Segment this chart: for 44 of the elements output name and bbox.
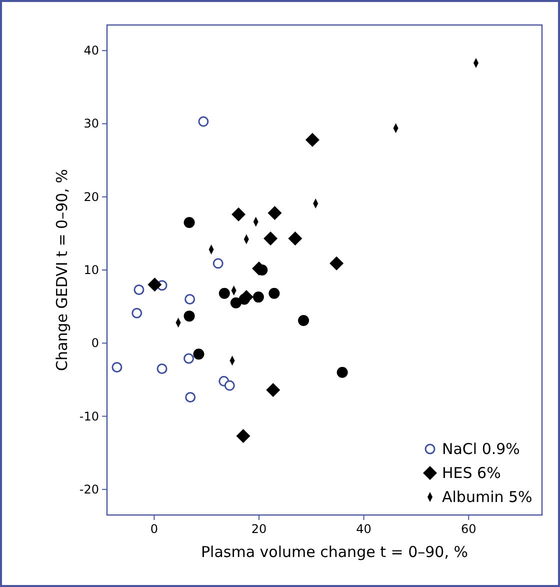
point [268, 288, 280, 299]
y-tick-label: 0 [91, 336, 99, 350]
point [193, 348, 204, 360]
y-tick-label: -20 [79, 482, 99, 496]
point [212, 258, 224, 269]
point [134, 284, 144, 295]
point [266, 382, 280, 397]
point [224, 380, 235, 391]
x-tick-label: 60 [460, 522, 476, 536]
point [148, 278, 162, 292]
point [185, 392, 196, 403]
point [132, 308, 142, 318]
x-axis-title: Plasma volume change t = 0–90, % [200, 543, 468, 561]
point [252, 292, 264, 303]
y-tick-label: 10 [84, 263, 99, 277]
point [305, 132, 320, 147]
point [298, 314, 310, 326]
point [236, 429, 250, 444]
y-tick-label: 40 [84, 44, 99, 58]
point [156, 363, 168, 374]
point [112, 362, 122, 373]
legend-label: NaCl 0.9% [442, 440, 520, 458]
y-tick-label: -10 [79, 409, 99, 424]
point [330, 256, 344, 270]
y-axis-title: Change GEDVI t = 0–90, % [53, 169, 71, 371]
point [336, 366, 348, 378]
point [268, 206, 282, 220]
y-tick-label: 30 [84, 116, 99, 131]
point [198, 116, 209, 127]
point [184, 294, 196, 305]
x-tick-label: 20 [251, 522, 267, 536]
legend-label: Albumin 5% [442, 488, 532, 506]
point [264, 232, 278, 246]
point [218, 288, 230, 299]
point [230, 297, 242, 308]
x-tick-label: 0 [150, 522, 158, 536]
legend-label: HES 6% [442, 464, 501, 482]
x-tick-label: 40 [356, 522, 372, 536]
point [288, 232, 302, 246]
point [184, 310, 195, 322]
y-tick-label: 20 [84, 190, 99, 204]
point [184, 353, 194, 364]
point [232, 207, 246, 222]
point [184, 216, 195, 228]
